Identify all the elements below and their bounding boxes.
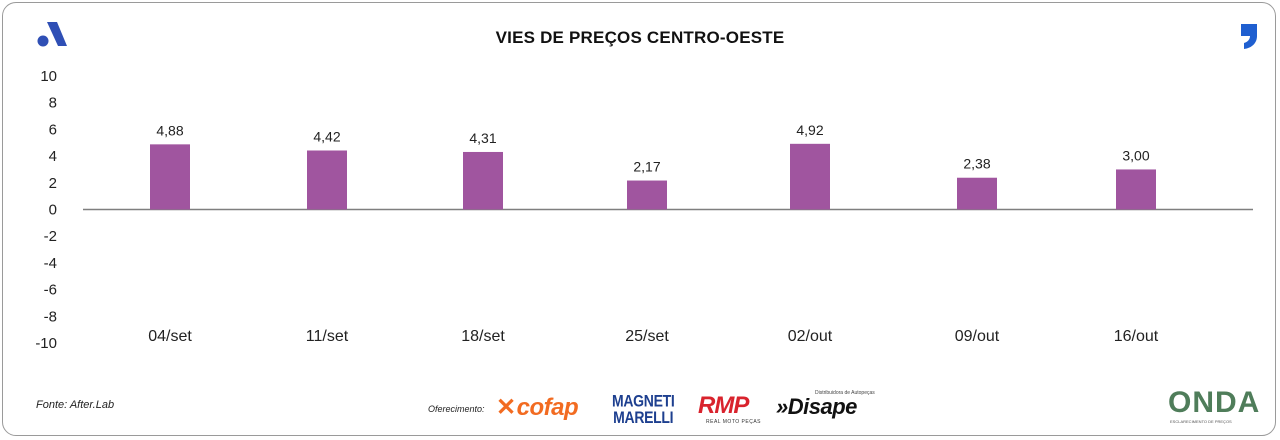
- magneti-marelli-logo: MAGNETI MARELLI: [612, 390, 675, 427]
- x-tick-label: 25/set: [625, 328, 669, 345]
- x-tick-label: 04/set: [148, 328, 192, 345]
- bar-04-set: [150, 144, 190, 210]
- sponsor-label: Oferecimento:: [428, 404, 485, 414]
- cofap-logo: ✕cofap: [496, 394, 579, 421]
- y-tick-label: -8: [44, 308, 57, 325]
- bar-09-out: [957, 177, 997, 210]
- x-axis-ticks: 04/set 11/set 18/set 25/set 02/out 09/out 16/o…: [148, 328, 1159, 345]
- y-tick-label: 2: [49, 175, 57, 192]
- y-tick-label: 8: [49, 95, 57, 112]
- x-tick-label: 18/set: [461, 328, 505, 345]
- x-tick-label: 09/out: [955, 328, 1000, 345]
- data-label: 4,92: [796, 122, 823, 138]
- y-tick-label: -4: [44, 255, 57, 272]
- comma-logo-icon: [1241, 24, 1257, 49]
- onda-logo: ONDA: [1168, 386, 1261, 419]
- bar-18-set: [463, 151, 503, 210]
- rmp-logo: RMP: [698, 392, 749, 419]
- x-tick-label: 16/out: [1114, 328, 1159, 345]
- data-labels: 4,88 4,42 4,31 2,17 4,92 2,38 3,00: [156, 122, 1149, 175]
- data-label: 3,00: [1122, 147, 1149, 163]
- y-axis-ticks: 10 8 6 4 2 0 -2 -4 -6 -8 -10: [35, 68, 57, 352]
- data-label: 2,38: [963, 156, 990, 172]
- y-tick-label: 4: [49, 148, 57, 165]
- y-tick-label: -2: [44, 228, 57, 245]
- onda-subtitle: ESCLARECIMENTO DE PREÇOS: [1170, 419, 1232, 424]
- a-logo-icon: [37, 22, 67, 47]
- y-tick-label: -10: [35, 335, 57, 352]
- source-note: Fonte: After.Lab: [36, 399, 115, 411]
- y-tick-label: 10: [40, 68, 57, 85]
- y-tick-label: 6: [49, 121, 57, 138]
- data-label: 4,31: [469, 130, 496, 146]
- bar-02-out: [790, 143, 830, 210]
- bar-25-set: [627, 180, 667, 210]
- y-tick-label: -6: [44, 282, 57, 299]
- data-label: 4,42: [313, 128, 340, 144]
- chart-title: VIES DE PREÇOS CENTRO-OESTE: [495, 28, 785, 47]
- bar-11-set: [307, 150, 347, 210]
- disape-subtitle: Distribuidora de Autopeças: [815, 390, 875, 396]
- x-tick-label: 11/set: [306, 328, 349, 345]
- disape-logo: »Disape: [776, 394, 857, 419]
- y-tick-label: 0: [49, 202, 57, 219]
- data-label: 2,17: [633, 159, 660, 175]
- data-label: 4,88: [156, 122, 183, 138]
- x-tick-label: 02/out: [788, 328, 833, 345]
- rmp-subtitle: REAL MOTO PEÇAS: [706, 419, 762, 425]
- bar-16-out: [1116, 169, 1156, 210]
- bars: [150, 143, 1156, 210]
